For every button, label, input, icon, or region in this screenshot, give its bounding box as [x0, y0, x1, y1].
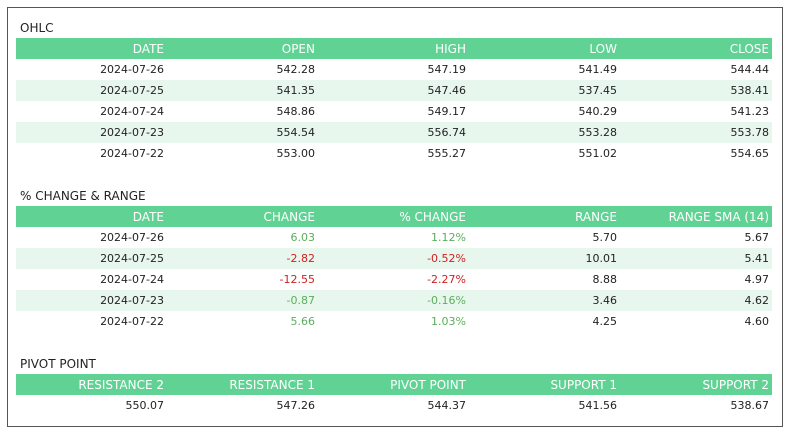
- column-header: RANGE SMA (14): [620, 206, 772, 227]
- open-cell: 541.35: [167, 80, 318, 101]
- column-header: SUPPORT 1: [469, 374, 620, 395]
- low-cell: 553.28: [469, 122, 620, 143]
- column-header: CHANGE: [167, 206, 318, 227]
- ohlc-table: DATE OPEN HIGH LOW CLOSE 2024-07-26 542.…: [16, 38, 772, 164]
- column-header: LOW: [469, 38, 620, 59]
- close-cell: 554.65: [730, 147, 770, 160]
- high-cell: 549.17: [427, 105, 467, 118]
- column-header: DATE: [16, 38, 167, 59]
- low-cell: 551.02: [578, 147, 618, 160]
- range-cell: 10.01: [469, 248, 620, 269]
- high-cell: 547.19: [427, 63, 467, 76]
- open-cell: 553.00: [276, 147, 316, 160]
- pivot-point-cell: 544.37: [427, 399, 467, 412]
- range-cell: 5.70: [592, 231, 618, 244]
- date-cell: 2024-07-23: [16, 290, 167, 311]
- close-cell: 538.41: [620, 80, 772, 101]
- change-range-table: DATE CHANGE % CHANGE RANGE RANGE SMA (14…: [16, 206, 772, 332]
- change-range-title: % CHANGE & RANGE: [20, 189, 146, 203]
- table-row: 2024-07-25 541.35 547.46 537.45 538.41: [16, 80, 772, 101]
- column-header: % CHANGE: [318, 206, 469, 227]
- table-row: 2024-07-24 -12.55 -2.27% 8.88 4.97: [16, 269, 772, 290]
- high-cell: 547.46: [318, 80, 469, 101]
- resistance-1-cell: 547.26: [276, 399, 316, 412]
- range-sma-cell: 4.60: [744, 315, 770, 328]
- date-cell: 2024-07-23: [16, 122, 167, 143]
- open-cell: 542.28: [276, 63, 316, 76]
- table-header-row: RESISTANCE 2 RESISTANCE 1 PIVOT POINT SU…: [16, 374, 772, 395]
- range-cell: 8.88: [592, 273, 618, 286]
- column-header: HIGH: [318, 38, 469, 59]
- table-row: 550.07 547.26 544.37 541.56 538.67: [16, 395, 772, 416]
- column-header: RESISTANCE 1: [167, 374, 318, 395]
- pivot-point-title: PIVOT POINT: [20, 357, 96, 371]
- date-cell: 2024-07-26: [100, 63, 164, 76]
- close-cell: 544.44: [730, 63, 770, 76]
- table-row: 2024-07-26 542.28 547.19 541.49 544.44: [16, 59, 772, 80]
- table-row: 2024-07-25 -2.82 -0.52% 10.01 5.41: [16, 248, 772, 269]
- column-header: PIVOT POINT: [318, 374, 469, 395]
- date-cell: 2024-07-24: [100, 273, 164, 286]
- resistance-2-cell: 550.07: [125, 399, 165, 412]
- date-cell: 2024-07-24: [100, 105, 164, 118]
- low-cell: 537.45: [469, 80, 620, 101]
- support-2-cell: 538.67: [730, 399, 770, 412]
- change-cell: -12.55: [279, 273, 315, 286]
- range-sma-cell: 5.41: [620, 248, 772, 269]
- open-cell: 548.86: [276, 105, 316, 118]
- percent-change-cell: 1.12%: [431, 231, 466, 244]
- date-cell: 2024-07-22: [100, 315, 164, 328]
- table-header-row: DATE CHANGE % CHANGE RANGE RANGE SMA (14…: [16, 206, 772, 227]
- pivot-point-table: RESISTANCE 2 RESISTANCE 1 PIVOT POINT SU…: [16, 374, 772, 416]
- column-header: RESISTANCE 2: [16, 374, 167, 395]
- change-cell: 5.66: [290, 315, 316, 328]
- date-cell: 2024-07-25: [16, 80, 167, 101]
- range-sma-cell: 4.62: [620, 290, 772, 311]
- range-sma-cell: 4.97: [744, 273, 770, 286]
- high-cell: 555.27: [427, 147, 467, 160]
- date-cell: 2024-07-25: [16, 248, 167, 269]
- table-row: 2024-07-26 6.03 1.12% 5.70 5.67: [16, 227, 772, 248]
- table-row: 2024-07-24 548.86 549.17 540.29 541.23: [16, 101, 772, 122]
- close-cell: 553.78: [620, 122, 772, 143]
- low-cell: 540.29: [578, 105, 618, 118]
- table-header-row: DATE OPEN HIGH LOW CLOSE: [16, 38, 772, 59]
- low-cell: 541.49: [578, 63, 618, 76]
- high-cell: 556.74: [318, 122, 469, 143]
- range-cell: 3.46: [469, 290, 620, 311]
- open-cell: 554.54: [167, 122, 318, 143]
- percent-change-cell: -0.52%: [318, 248, 469, 269]
- column-header: DATE: [16, 206, 167, 227]
- column-header: OPEN: [167, 38, 318, 59]
- column-header: SUPPORT 2: [620, 374, 772, 395]
- percent-change-cell: -2.27%: [427, 273, 466, 286]
- column-header: CLOSE: [620, 38, 772, 59]
- table-row: 2024-07-23 -0.87 -0.16% 3.46 4.62: [16, 290, 772, 311]
- percent-change-cell: 1.03%: [431, 315, 466, 328]
- report-frame: [7, 7, 783, 427]
- column-header: RANGE: [469, 206, 620, 227]
- close-cell: 541.23: [730, 105, 770, 118]
- percent-change-cell: -0.16%: [318, 290, 469, 311]
- change-cell: 6.03: [290, 231, 316, 244]
- range-sma-cell: 5.67: [744, 231, 770, 244]
- table-row: 2024-07-23 554.54 556.74 553.28 553.78: [16, 122, 772, 143]
- date-cell: 2024-07-26: [100, 231, 164, 244]
- ohlc-title: OHLC: [20, 21, 54, 35]
- date-cell: 2024-07-22: [100, 147, 164, 160]
- table-row: 2024-07-22 5.66 1.03% 4.25 4.60: [16, 311, 772, 332]
- range-cell: 4.25: [592, 315, 618, 328]
- change-cell: -2.82: [167, 248, 318, 269]
- support-1-cell: 541.56: [578, 399, 618, 412]
- table-row: 2024-07-22 553.00 555.27 551.02 554.65: [16, 143, 772, 164]
- change-cell: -0.87: [167, 290, 318, 311]
